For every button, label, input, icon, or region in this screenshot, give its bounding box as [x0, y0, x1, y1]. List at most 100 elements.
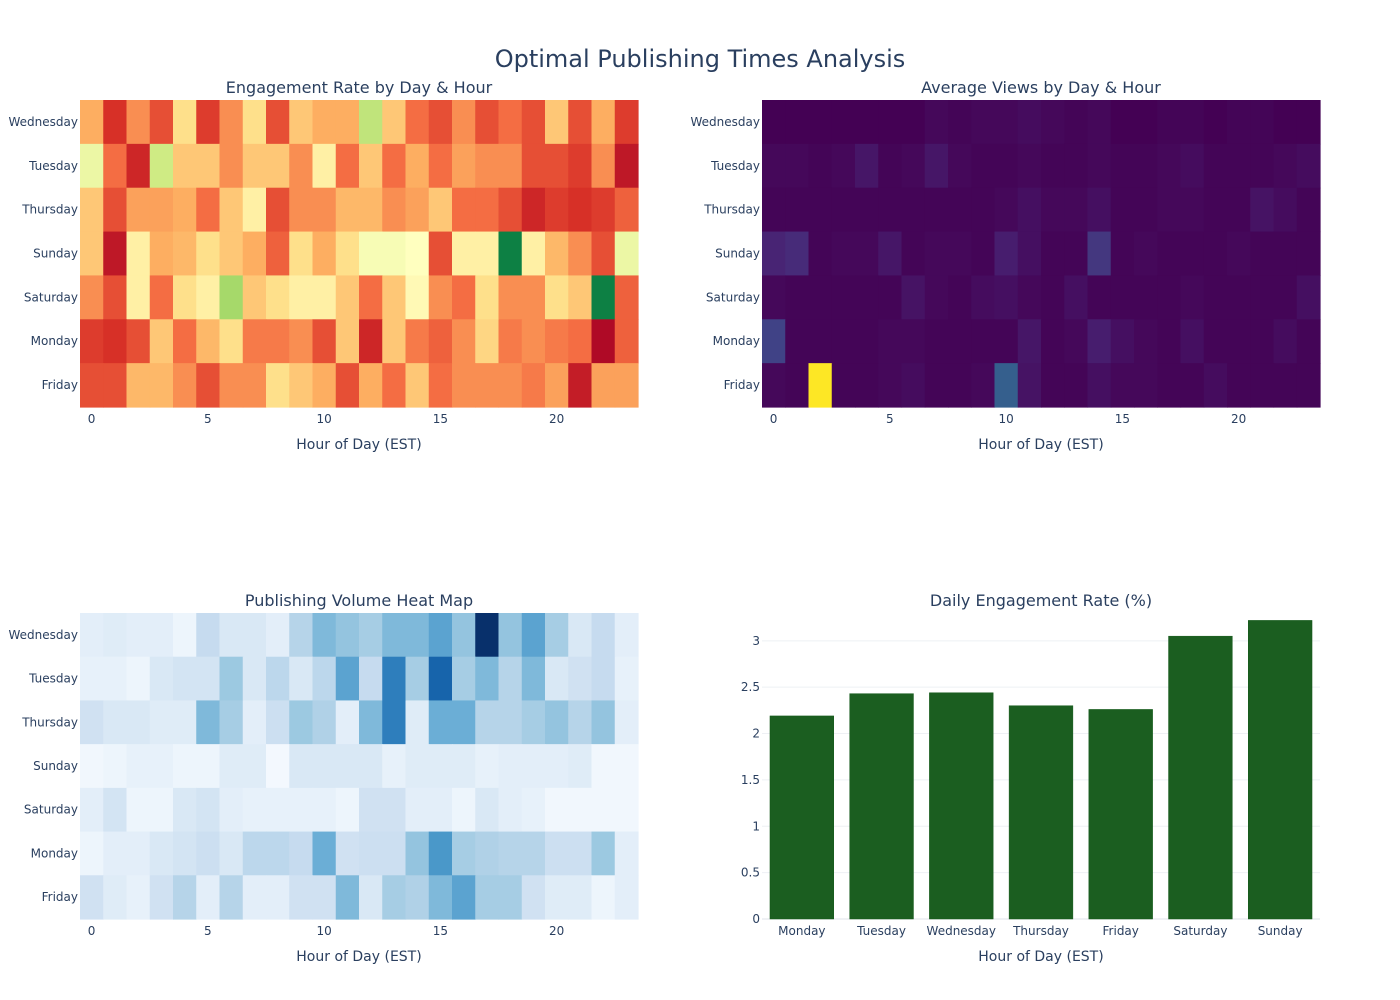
heatmap-cell	[126, 700, 151, 745]
heatmap-cell	[1227, 100, 1251, 145]
heatmap-cell	[359, 613, 383, 658]
heatmap-cell	[289, 787, 314, 833]
heatmap-cell	[545, 143, 569, 189]
heatmap-cell	[994, 187, 1019, 233]
y-tick-label: Saturday	[24, 290, 78, 304]
heatmap-cell	[80, 875, 104, 920]
heatmap-cell	[924, 363, 949, 408]
x-tick-label: 15	[1115, 412, 1130, 426]
heatmap-cell	[452, 100, 476, 145]
heatmap-cell	[428, 744, 453, 789]
chart-views: Average Views by Day & Hour Hour of Day (…	[691, 78, 1321, 453]
heatmap-cell	[382, 613, 407, 658]
heatmap-cell	[242, 363, 267, 408]
heatmap-cell	[80, 187, 104, 233]
heatmap-cell	[359, 744, 383, 789]
heatmap-cell	[312, 613, 337, 658]
heatmap-cell	[1296, 363, 1321, 408]
heatmap-cell	[785, 319, 810, 364]
bar	[1168, 635, 1233, 920]
heatmap-cell	[1296, 143, 1321, 189]
heatmap-cell	[901, 319, 926, 364]
heatmap-cell	[568, 613, 593, 658]
heatmap-cell	[173, 319, 197, 364]
heatmap-cell	[498, 787, 523, 833]
heatmap-cell	[1227, 363, 1251, 408]
heatmap-cell	[568, 187, 593, 233]
heatmap-cell	[1296, 319, 1321, 364]
heatmap-cell	[266, 656, 290, 702]
y-tick-label: Thursday	[21, 203, 78, 217]
heatmap-cell	[831, 275, 856, 320]
heatmap-cell	[335, 700, 360, 745]
heatmap-cell	[591, 275, 616, 320]
heatmap-cell	[1064, 363, 1089, 408]
y-tick-label: Friday	[724, 378, 760, 392]
heatmap-cell	[405, 700, 430, 745]
bar	[929, 692, 994, 920]
heatmap-cell	[103, 700, 128, 745]
heatmap-cell	[1227, 231, 1251, 277]
heatmap-cell	[219, 656, 244, 702]
heatmap-cell	[149, 187, 174, 233]
heatmap-cell	[1227, 187, 1251, 233]
heatmap-cell	[971, 275, 996, 320]
heatmap-cell	[994, 100, 1019, 145]
heatmap-cell	[149, 363, 174, 408]
heatmap-cell	[196, 831, 221, 876]
y-tick-label: Sunday	[33, 759, 78, 773]
heatmap-cell	[614, 656, 639, 702]
heatmap-cell	[878, 100, 903, 145]
heatmap-cell	[971, 187, 996, 233]
heatmap-cell	[614, 363, 639, 408]
y-tick-label: 2.5	[741, 680, 760, 694]
heatmap-cell	[149, 231, 174, 277]
heatmap-cell	[545, 831, 569, 876]
heatmap-cell	[149, 613, 174, 658]
heatmap-cell	[405, 275, 430, 320]
heatmap-cell	[971, 231, 996, 277]
heatmap-cell	[289, 875, 314, 920]
heatmap-cell	[994, 231, 1019, 277]
heatmap-cell	[359, 875, 383, 920]
heatmap-cell	[1087, 275, 1112, 320]
chart-title: Engagement Rate by Day & Hour	[226, 78, 493, 97]
heatmap-cell	[971, 100, 996, 145]
heatmap-cell	[1017, 363, 1042, 408]
heatmap-cell	[219, 275, 244, 320]
heatmap-cell	[475, 187, 500, 233]
heatmap-cell	[1180, 275, 1205, 320]
heatmap-cell	[103, 275, 128, 320]
heatmap-cell	[452, 187, 476, 233]
heatmap-cell	[568, 319, 593, 364]
heatmap-cell	[591, 143, 616, 189]
x-tick-label: Wednesday	[927, 924, 996, 938]
heatmap-cell	[382, 187, 407, 233]
heatmap-cell	[855, 143, 879, 189]
heatmap-cell	[1180, 187, 1205, 233]
heatmap-cell	[289, 744, 314, 789]
heatmap-cell	[1273, 363, 1298, 408]
heatmap-cell	[924, 100, 949, 145]
heatmap-cell	[196, 875, 221, 920]
heatmap-cell	[1227, 143, 1251, 189]
heatmap-cell	[901, 100, 926, 145]
heatmap-cell	[475, 700, 500, 745]
heatmap-cell	[785, 363, 810, 408]
heatmap-cell	[405, 875, 430, 920]
heatmap-cell	[126, 875, 151, 920]
heatmap-cell	[948, 363, 972, 408]
heatmap-cell	[289, 100, 314, 145]
y-tick-label: 3	[752, 634, 760, 648]
heatmap-cell	[1203, 143, 1228, 189]
heatmap-cell	[568, 831, 593, 876]
heatmap-cell	[289, 187, 314, 233]
heatmap-cell	[808, 231, 833, 277]
heatmap-cell	[1157, 187, 1182, 233]
heatmap-cell	[1250, 231, 1275, 277]
heatmap-cell	[289, 700, 314, 745]
chart-title: Publishing Volume Heat Map	[245, 591, 473, 610]
heatmap-cell	[1134, 275, 1158, 320]
y-tick-label: Sunday	[33, 247, 78, 261]
heatmap-cell	[1203, 187, 1228, 233]
